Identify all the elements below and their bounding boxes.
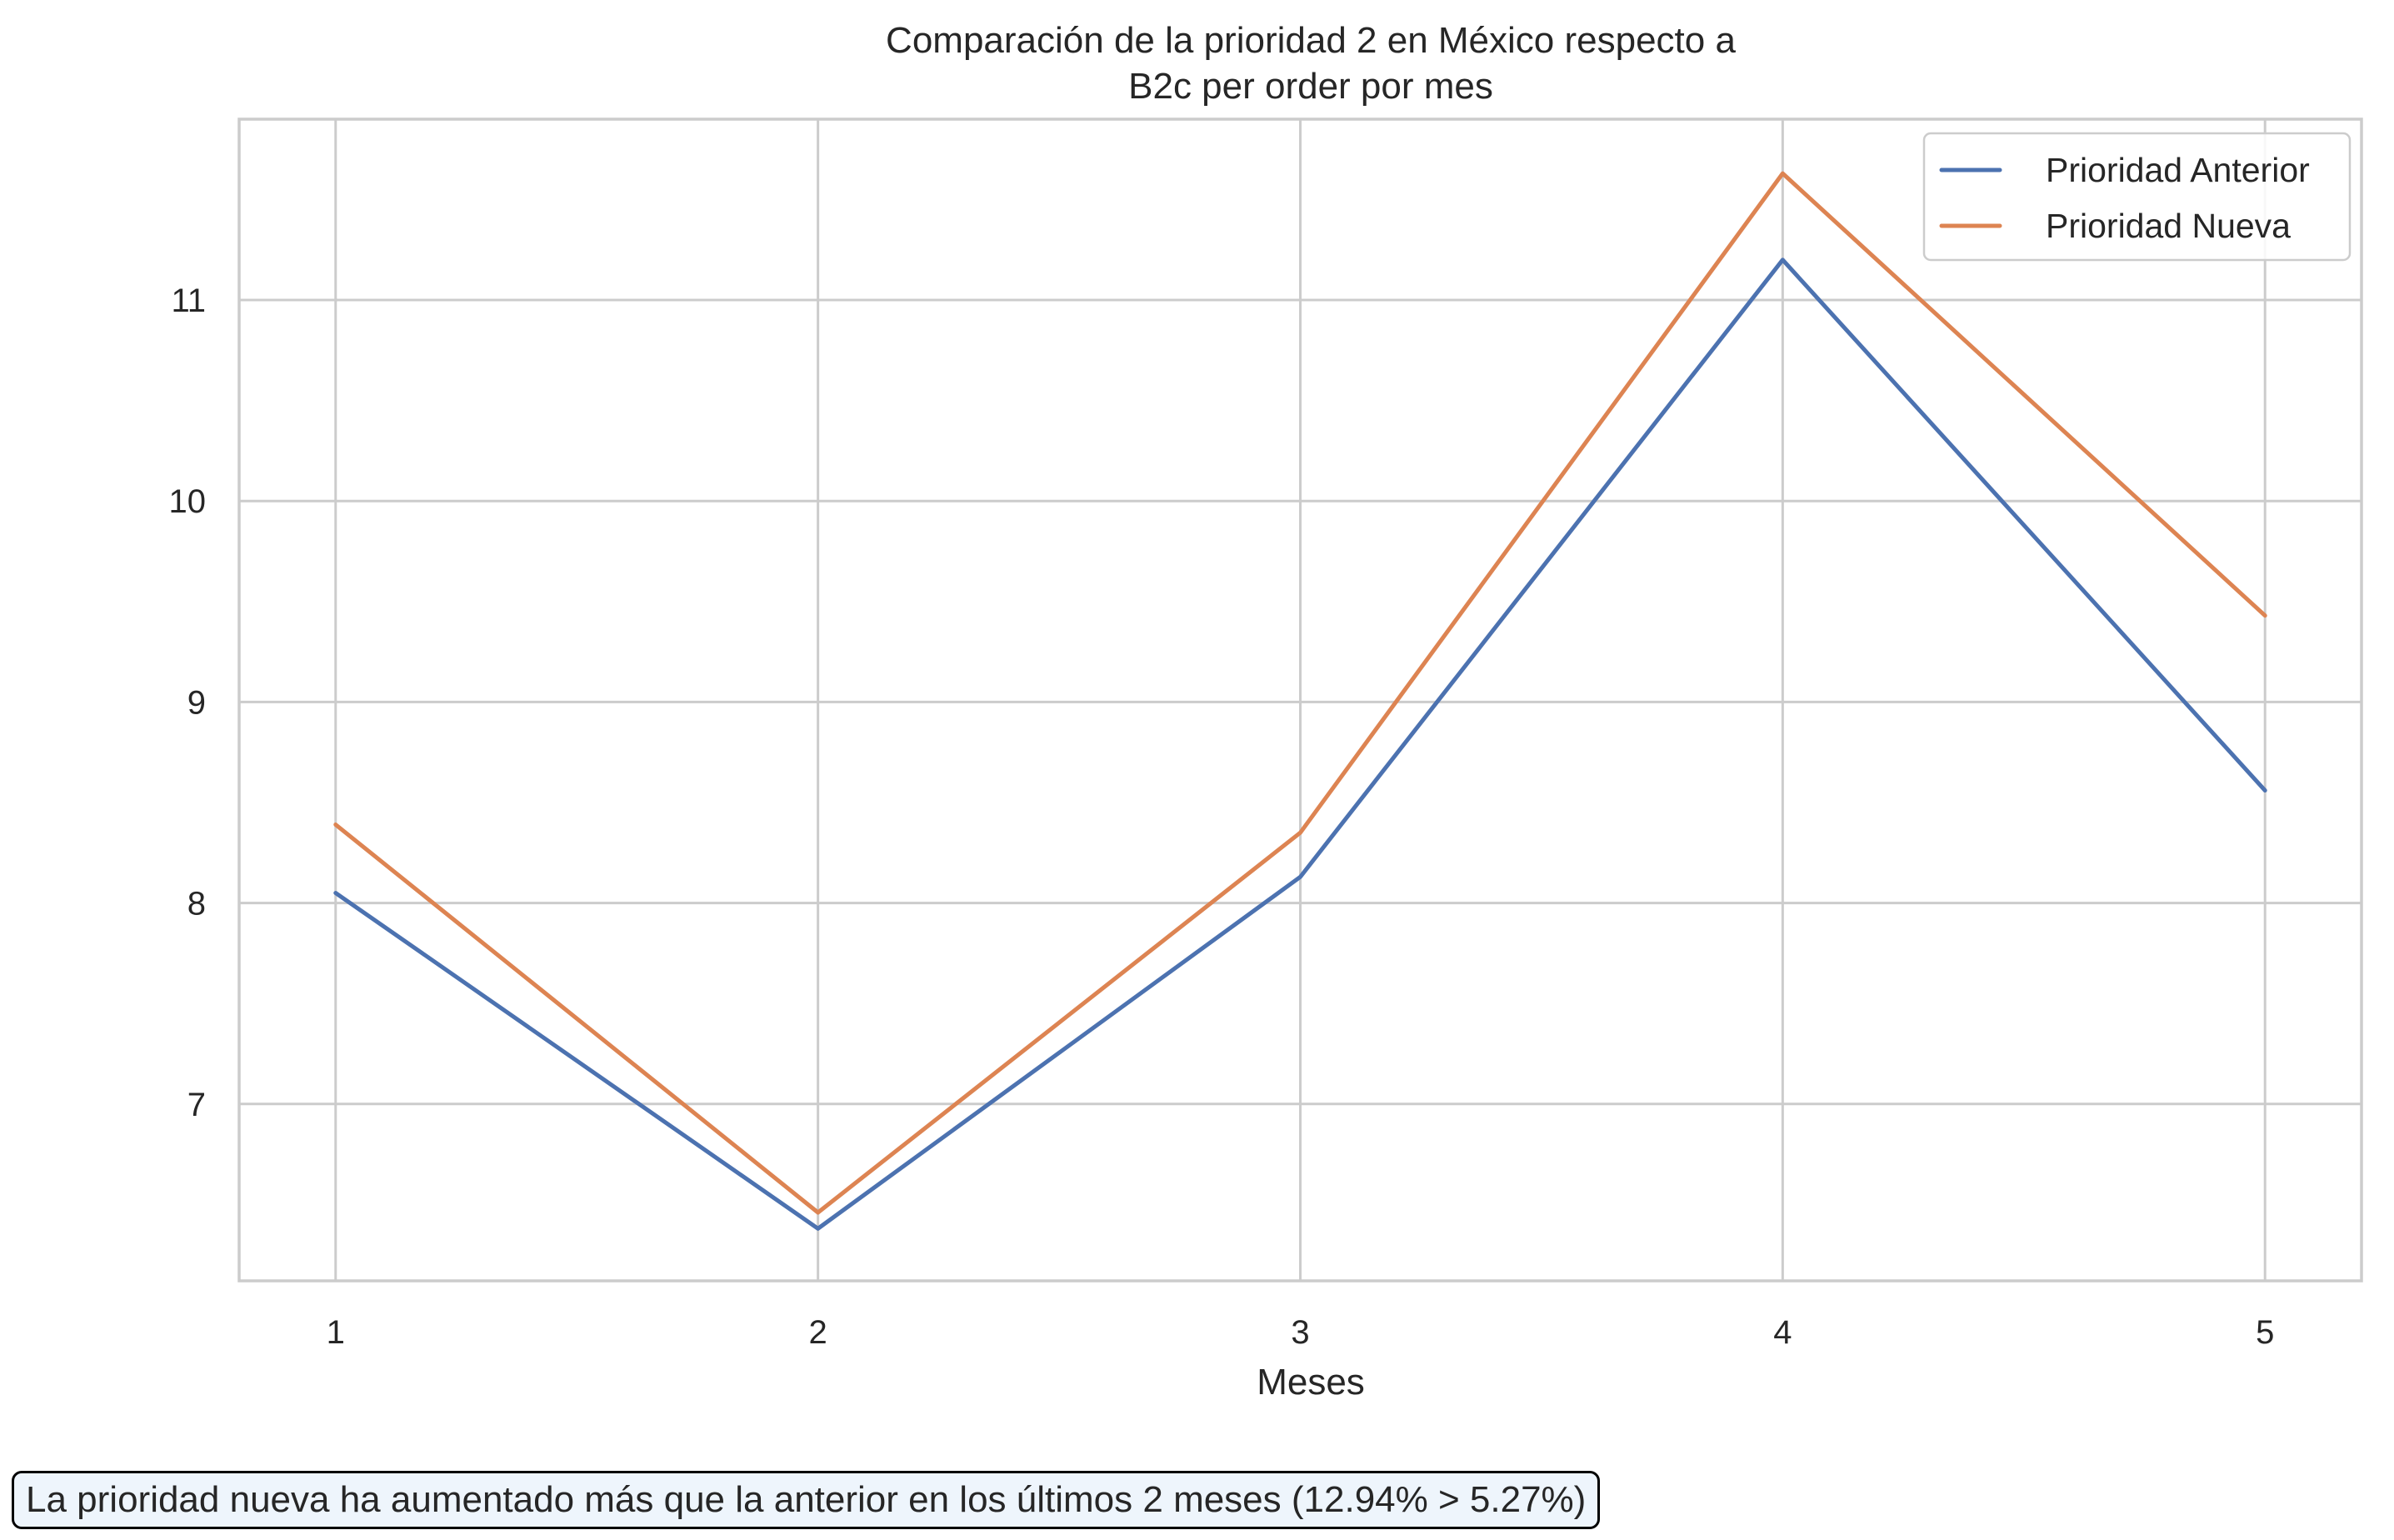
- legend: Prioridad Anterior Prioridad Nueva: [1922, 132, 2352, 262]
- y-tick-label: 7: [187, 1087, 206, 1123]
- x-axis-ticks: 1 2 3 4 5: [327, 1314, 2275, 1351]
- y-tick-label: 9: [187, 684, 206, 721]
- x-tick-label: 2: [809, 1314, 827, 1351]
- legend-box: [1922, 132, 2352, 262]
- series-line-2: [333, 171, 2267, 1215]
- legend-label: Prioridad Anterior: [2046, 151, 2310, 189]
- series-line-1: [333, 258, 2267, 1231]
- series-lines: [333, 171, 2267, 1231]
- x-tick-label: 4: [1773, 1314, 1792, 1351]
- chart-title: Comparación de la prioridad 2 en México …: [886, 20, 1736, 107]
- y-tick-label: 8: [187, 886, 206, 922]
- chart-title-line-2: B2c per order por mes: [1128, 66, 1493, 107]
- y-axis-ticks: 7 8 9 10 11: [169, 282, 207, 1123]
- x-tick-label: 5: [2256, 1314, 2274, 1351]
- legend-label: Prioridad Nueva: [2046, 207, 2291, 245]
- x-tick-label: 3: [1291, 1314, 1309, 1351]
- annotation-text: La prioridad nueva ha aumentado más que …: [26, 1479, 1587, 1520]
- x-tick-label: 1: [327, 1314, 345, 1351]
- annotation-box: La prioridad nueva ha aumentado más que …: [12, 1471, 1601, 1529]
- grid: [239, 119, 2362, 1281]
- y-tick-label: 11: [171, 282, 206, 319]
- chart-title-line-1: Comparación de la prioridad 2 en México …: [886, 20, 1736, 61]
- y-tick-label: 10: [169, 483, 207, 520]
- x-axis-label: Meses: [1257, 1362, 1365, 1402]
- plot-area-frame: [237, 118, 2363, 1282]
